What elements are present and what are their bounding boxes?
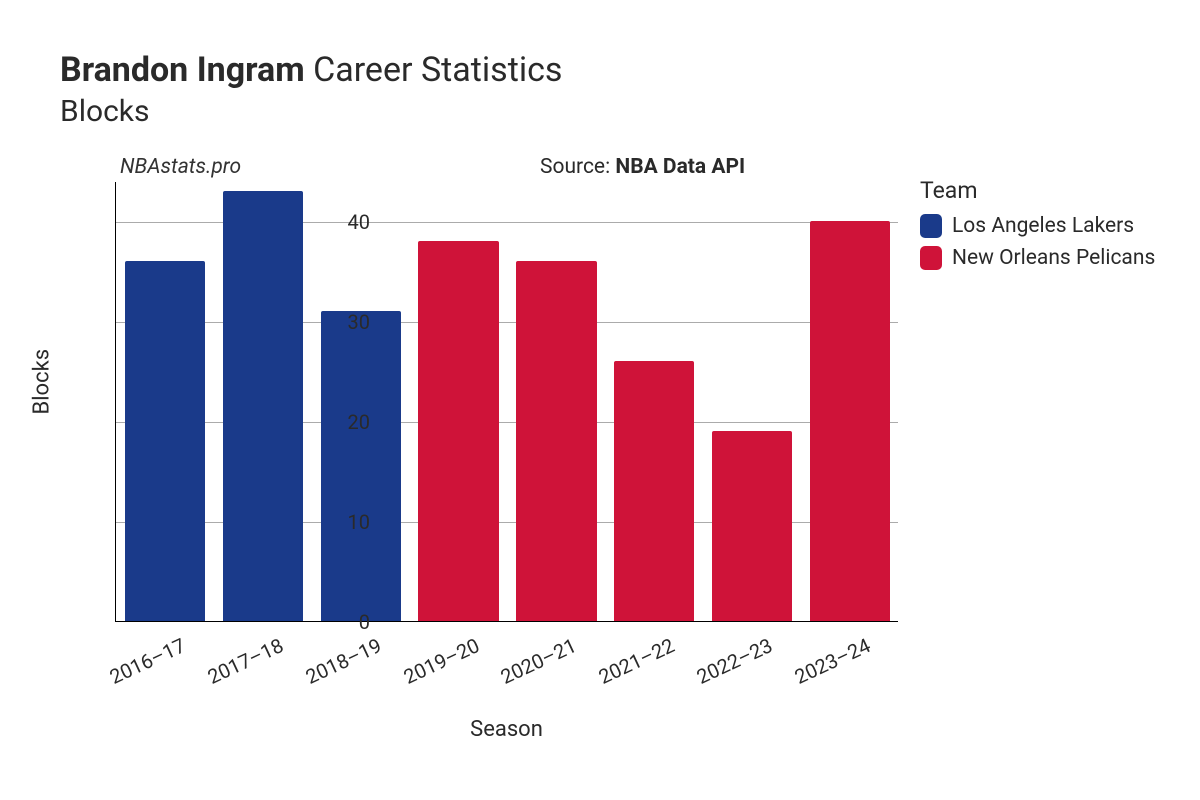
source-text: Source: NBA Data API	[540, 155, 745, 179]
x-tick-label: 2019–20	[364, 633, 483, 705]
source-prefix: Source:	[540, 155, 615, 179]
y-tick-label: 0	[330, 610, 370, 634]
bar	[810, 221, 890, 621]
legend-label: Los Angeles Lakers	[952, 214, 1134, 238]
title-player-name: Brandon Ingram	[60, 50, 305, 90]
x-axis-label: Season	[115, 717, 898, 742]
legend-swatch	[920, 246, 942, 270]
x-tick-label: 2021–22	[559, 633, 678, 705]
legend: Team Los Angeles Lakers New Orleans Pelic…	[920, 177, 1155, 278]
bar	[614, 361, 694, 621]
x-tick-label: 2020–21	[462, 633, 581, 705]
bar	[125, 261, 205, 621]
legend-swatch	[920, 214, 942, 238]
legend-item: New Orleans Pelicans	[920, 246, 1155, 270]
y-tick-label: 20	[330, 410, 370, 434]
y-axis-label: Blocks	[30, 349, 55, 415]
x-tick-label: 2022–23	[657, 633, 776, 705]
x-tick-label: 2023–24	[755, 633, 874, 705]
y-tick-label: 30	[330, 310, 370, 334]
bar	[223, 191, 303, 621]
legend-item: Los Angeles Lakers	[920, 214, 1155, 238]
x-tick-label: 2016–17	[70, 633, 189, 705]
x-tick-label: 2017–18	[168, 633, 287, 705]
x-tick-label: 2018–19	[266, 633, 385, 705]
chart-subtitle: Blocks	[60, 94, 1160, 129]
chart-title: Brandon Ingram Career Statistics	[60, 50, 1160, 90]
bar	[516, 261, 596, 621]
bar	[712, 431, 792, 621]
legend-title: Team	[920, 177, 1155, 204]
plot-area	[115, 182, 898, 622]
title-suffix: Career Statistics	[305, 50, 563, 90]
bar	[321, 311, 401, 621]
source-name: NBA Data API	[615, 155, 745, 179]
bar	[418, 241, 498, 621]
y-tick-label: 40	[330, 210, 370, 234]
y-tick-label: 10	[330, 510, 370, 534]
legend-label: New Orleans Pelicans	[952, 246, 1155, 270]
attribution-text: NBAstats.pro	[120, 155, 241, 179]
